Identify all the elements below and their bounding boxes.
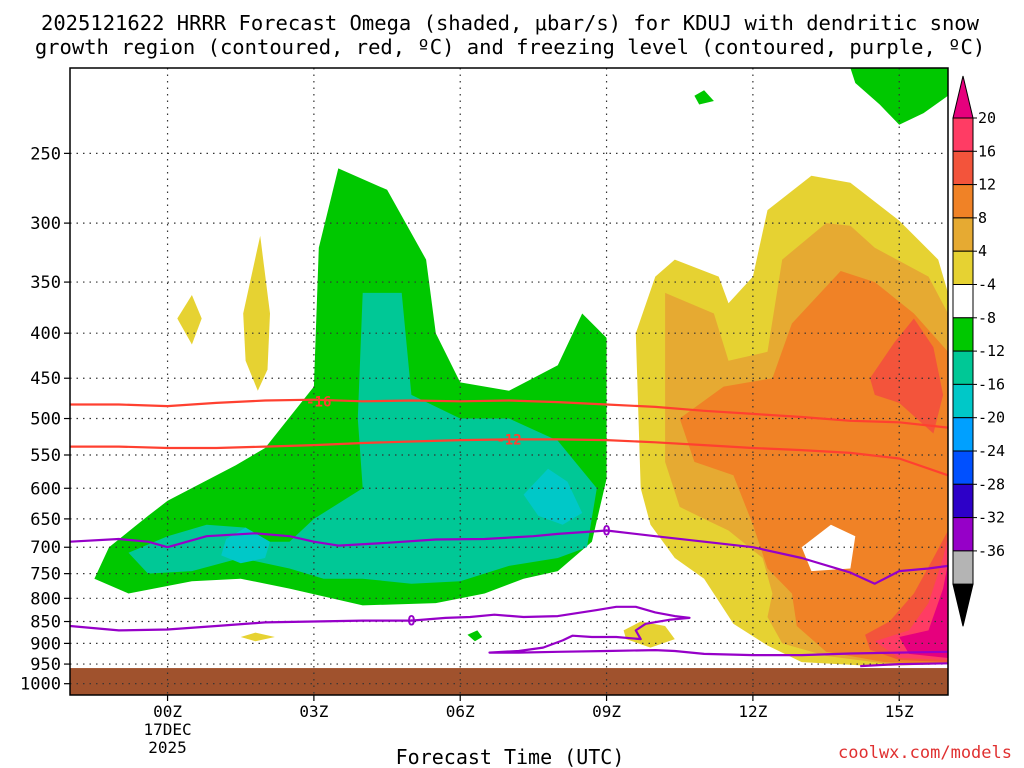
grid [70, 68, 948, 695]
colorbar-swatch-0 [952, 117, 974, 152]
colorbar-label-4: 4 [978, 242, 987, 260]
y-tick-label-550: 550 [30, 446, 61, 466]
y-tick-label-950: 950 [30, 655, 61, 675]
y-tick-label-750: 750 [30, 565, 61, 585]
colorbar-bottom-cap [952, 583, 974, 627]
omega-region-neg4-18 [801, 524, 856, 572]
colorbar-top-cap [952, 75, 974, 119]
colorbar-label-11: -28 [978, 475, 1005, 493]
y-tick-label-650: 650 [30, 510, 61, 530]
colorbar-label-5: -4 [978, 276, 996, 294]
colorbar-swatch-10 [952, 450, 974, 485]
dgz-contour-line-0 [70, 398, 949, 429]
omega-region-neg16-3 [523, 468, 583, 525]
omega-region-neg12-1 [128, 292, 597, 584]
x-tick-sublabel-0: 17DEC [143, 720, 191, 739]
colorbar-label-2: 12 [978, 176, 996, 194]
x-tick-label-03Z: 03Z [299, 702, 328, 721]
colorbar-swatch-2 [952, 184, 974, 219]
freezing-contour-line-0 [69, 529, 949, 585]
omega-region-24-17 [899, 563, 948, 658]
x-tick-label-09Z: 09Z [592, 702, 621, 721]
colorbar-swatch-4 [952, 250, 974, 285]
colorbar-label-6: -8 [978, 309, 996, 327]
freezing-contour-2 [860, 662, 949, 668]
plot-frame [69, 67, 949, 696]
colorbar-label-7: -12 [978, 342, 1005, 360]
credit-text: coolwx.com/models [838, 743, 1012, 763]
omega-region-neg8-5 [694, 90, 714, 105]
x-tick-sublabel-1: 2025 [148, 738, 187, 757]
omega-region-4-9 [240, 632, 275, 642]
freezing-contour-line-1 [69, 605, 949, 657]
x-axis-label: Forecast Time (UTC) [396, 745, 625, 768]
colorbar-swatch-3 [952, 217, 974, 252]
colorbar-swatch-12 [952, 517, 974, 552]
dgz-contour-line-1 [70, 438, 949, 477]
colorbar-swatch-6 [952, 317, 974, 352]
freezing-contour-label-0: 0 [602, 523, 610, 539]
omega-shading [70, 68, 948, 695]
y-tick-label-500: 500 [30, 410, 61, 430]
x-tick-label-00Z: 00Z [153, 702, 182, 721]
chart-title-line-2: growth region (contoured, red, ºC) and f… [35, 35, 985, 59]
colorbar-swatch-7 [952, 350, 974, 385]
terrain-fill [70, 668, 948, 695]
y-tick-label-800: 800 [30, 589, 61, 609]
omega-region-4-10 [623, 621, 675, 648]
dgz-contour-0: -16 [70, 394, 949, 429]
omega-region-4-7 [177, 295, 202, 345]
y-tick-label-1000: 1000 [20, 675, 61, 695]
omega-region-4-8 [243, 235, 270, 391]
omega-region-neg8-6 [850, 68, 948, 125]
y-tick-label-850: 850 [30, 613, 61, 633]
y-tick-label-600: 600 [30, 479, 61, 499]
colorbar-label-13: -36 [978, 542, 1005, 560]
freezing-contour-1: 0 [69, 605, 949, 657]
x-tick-label-06Z: 06Z [446, 702, 475, 721]
colorbar-swatch-8 [952, 383, 974, 419]
dgz-contour-label-1: -12 [496, 432, 521, 448]
x-tick-label-15Z: 15Z [885, 702, 914, 721]
dgz-contour-1: -12 [70, 432, 949, 477]
colorbar-swatch-9 [952, 417, 974, 452]
y-tick-label-300: 300 [30, 214, 61, 234]
omega-region-neg8-4 [467, 630, 483, 642]
freezing-contour-label-1: 0 [407, 614, 415, 630]
freezing-contour-line-2 [860, 662, 949, 668]
y-tick-label-350: 350 [30, 273, 61, 293]
axes: 2503003504004505005506006507007508008509… [20, 67, 949, 757]
colorbar-label-8: -16 [978, 375, 1005, 393]
colorbar-label-12: -32 [978, 509, 1005, 527]
omega-region-16-14 [870, 318, 944, 434]
y-tick-label-250: 250 [30, 144, 61, 164]
omega-region-neg16-2 [221, 527, 270, 564]
colorbar-label-9: -20 [978, 409, 1005, 427]
colorbar: 20 16 12 8 4 -4 -8 -12 -16 -20 -24 -28 -32 -36 [952, 75, 1005, 627]
y-tick-label-700: 700 [30, 538, 61, 558]
chart-title-line-1: 2025121622 HRRR Forecast Omega (shaded, … [41, 11, 980, 35]
colorbar-swatch-5 [952, 284, 974, 319]
colorbar-swatch-11 [952, 483, 974, 519]
colorbar-swatch-1 [952, 150, 974, 186]
colorbar-label-0: 20 [978, 109, 996, 127]
colorbar-label-1: 16 [978, 142, 996, 160]
colorbar-swatch-13 [952, 550, 974, 585]
freezing-contour-0: 0 [69, 523, 949, 585]
y-tick-label-900: 900 [30, 634, 61, 654]
x-tick-label-12Z: 12Z [738, 702, 767, 721]
y-tick-label-450: 450 [30, 369, 61, 389]
y-tick-label-400: 400 [30, 324, 61, 344]
plot-area [70, 68, 948, 695]
colorbar-label-10: -24 [978, 442, 1005, 460]
dgz-contour-label-0: -16 [306, 394, 331, 410]
contour-layer: -16 -12 0 0 [69, 394, 949, 668]
colorbar-label-3: 8 [978, 209, 987, 227]
